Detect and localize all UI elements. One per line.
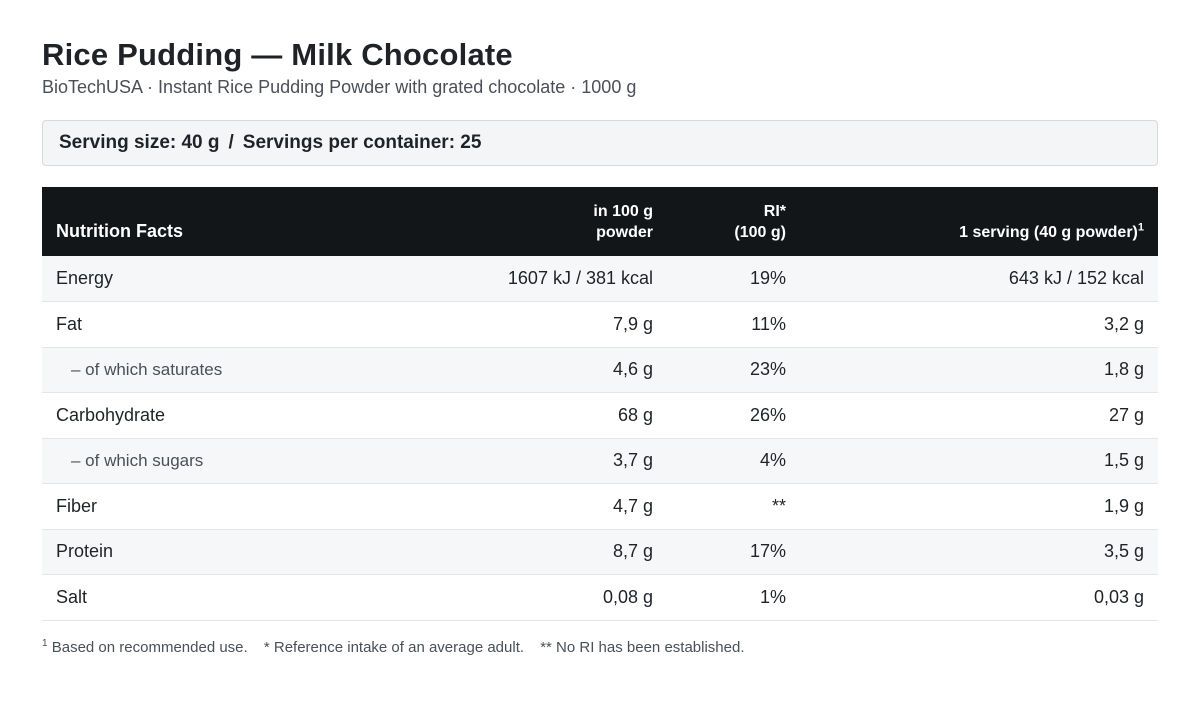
value-per-100g: 3,7 g — [426, 438, 666, 484]
header-ri-line1: RI* — [763, 203, 786, 220]
value-per-100g: 4,6 g — [426, 347, 666, 393]
table-row: Fat 7,9 g 11% 3,2 g — [42, 301, 1158, 348]
value-per-serving: 27 g — [799, 392, 1158, 439]
value-per-serving: 643 kJ / 152 kcal — [799, 256, 1158, 302]
value-per-serving: 1,5 g — [799, 438, 1158, 484]
table-row: – of which sugars 3,7 g 4% 1,5 g — [42, 438, 1158, 484]
table-row: Protein 8,7 g 17% 3,5 g — [42, 529, 1158, 575]
header-ri-label: RI* (100 g) — [680, 201, 786, 256]
nutrient-name: – of which sugars — [42, 438, 426, 484]
nutrition-table: Nutrition Facts in 100 g powder RI* (100… — [42, 187, 1158, 621]
table-row: Salt 0,08 g 1% 0,03 g — [42, 574, 1158, 621]
value-ri: 11% — [666, 301, 799, 348]
value-ri: 26% — [666, 392, 799, 439]
value-ri: 23% — [666, 347, 799, 393]
header-serving-text: 1 serving (40 g powder) — [959, 224, 1138, 241]
nutrition-table-header: Nutrition Facts in 100 g powder RI* (100… — [42, 187, 1158, 256]
header-row: Nutrition Facts in 100 g powder RI* (100… — [42, 187, 1158, 256]
value-per-100g: 4,7 g — [426, 483, 666, 530]
nutrition-page: Rice Pudding — Milk Chocolate BioTechUSA… — [42, 37, 1158, 656]
value-per-100g: 68 g — [426, 392, 666, 439]
header-per-100g-line2: powder — [596, 224, 653, 241]
nutrient-name: Fat — [42, 301, 426, 348]
footnote-no-ri: ** No RI has been established. — [540, 638, 745, 656]
nutrient-name: Protein — [42, 529, 426, 575]
nutrient-name: Energy — [42, 256, 426, 302]
serving-info-box: Serving size: 40 g / Servings per contai… — [42, 120, 1158, 166]
value-ri: 4% — [666, 438, 799, 484]
value-ri: ** — [666, 483, 799, 530]
product-subtitle: BioTechUSA · Instant Rice Pudding Powder… — [42, 77, 637, 97]
value-per-100g: 8,7 g — [426, 529, 666, 575]
header-serving-footnote-ref: 1 — [1137, 221, 1144, 234]
value-per-serving: 1,9 g — [799, 483, 1158, 530]
table-row: – of which saturates 4,6 g 23% 1,8 g — [42, 347, 1158, 393]
serving-separator: / — [228, 132, 234, 153]
value-per-serving: 3,5 g — [799, 529, 1158, 575]
value-per-serving: 3,2 g — [799, 301, 1158, 348]
header-ri: RI* (100 g) — [666, 187, 799, 256]
servings-per-container: Servings per container: 25 — [242, 132, 482, 153]
header-serving-label: 1 serving (40 g powder)1 — [813, 222, 1144, 256]
value-per-100g: 1607 kJ / 381 kcal — [426, 256, 666, 302]
header-per-100g-label: in 100 g powder — [440, 201, 653, 256]
serving-size: Serving size: 40 g — [59, 132, 220, 153]
nutrient-name: – of which saturates — [42, 347, 426, 393]
header-per-100g-line1: in 100 g — [593, 203, 653, 220]
table-row: Carbohydrate 68 g 26% 27 g — [42, 392, 1158, 439]
nutrition-table-body: Energy 1607 kJ / 381 kcal 19% 643 kJ / 152 … — [42, 256, 1158, 621]
value-ri: 1% — [666, 574, 799, 621]
page-title: Rice Pudding — Milk Chocolate — [42, 37, 513, 72]
footnote-recommended-use: Based on recommended use. — [51, 638, 248, 656]
nutrient-name: Carbohydrate — [42, 392, 426, 439]
table-row: Energy 1607 kJ / 381 kcal 19% 643 kJ / 152 … — [42, 256, 1158, 302]
header-per-100g: in 100 g powder — [426, 187, 666, 256]
header-nutrient: Nutrition Facts — [42, 187, 426, 256]
value-per-100g: 7,9 g — [426, 301, 666, 348]
header-nutrient-label: Nutrition Facts — [56, 221, 184, 241]
header-ri-line2: (100 g) — [734, 224, 786, 241]
value-per-100g: 0,08 g — [426, 574, 666, 621]
nutrient-name: Salt — [42, 574, 426, 621]
footnote-1-marker: 1 — [42, 637, 48, 649]
footnotes: 1 Based on recommended use. * Reference … — [42, 637, 1158, 656]
value-per-serving: 0,03 g — [799, 574, 1158, 621]
value-ri: 17% — [666, 529, 799, 575]
footnote-reference-intake: * Reference intake of an average adult. — [263, 638, 525, 656]
value-per-serving: 1,8 g — [799, 347, 1158, 393]
nutrient-name: Fiber — [42, 483, 426, 530]
table-row: Fiber 4,7 g ** 1,9 g — [42, 483, 1158, 530]
value-ri: 19% — [666, 256, 799, 302]
header-serving: 1 serving (40 g powder)1 — [799, 187, 1158, 256]
